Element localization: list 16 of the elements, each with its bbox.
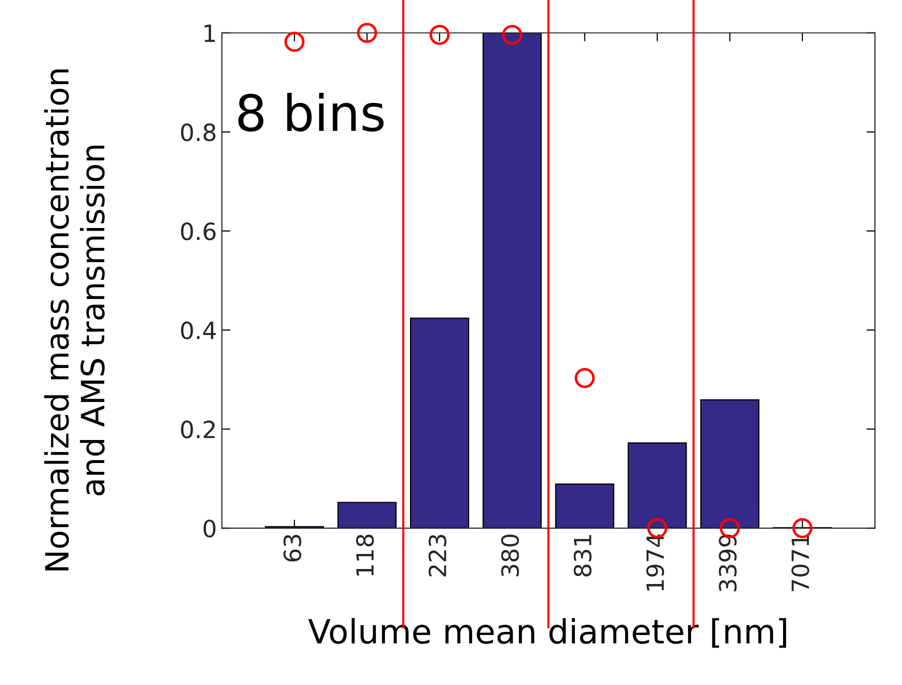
y-axis-title: Normalized mass concentration and AMS transmission <box>44 69 105 570</box>
y-tick-label: 0.8 <box>181 123 216 142</box>
x-tick-label: 223 <box>428 534 446 576</box>
x-tick-label: 1974 <box>646 534 664 590</box>
y-tick-label: 0.4 <box>181 321 216 340</box>
x-tick-label: 118 <box>356 534 374 576</box>
y-tick-label: 0.2 <box>181 420 215 438</box>
x-tick-label: 7071 <box>791 535 810 592</box>
x-axis-title: Volume mean diameter [nm] <box>308 618 786 648</box>
y-tick-label: 1 <box>204 24 215 42</box>
x-tick-label: 831 <box>574 535 592 576</box>
x-tick-label: 63 <box>283 534 302 562</box>
x-tick-label: 380 <box>501 534 519 576</box>
y-tick-label: 0 <box>204 520 216 538</box>
annotation: 8 bins <box>238 92 384 132</box>
y-tick-label: 0.6 <box>181 222 216 240</box>
